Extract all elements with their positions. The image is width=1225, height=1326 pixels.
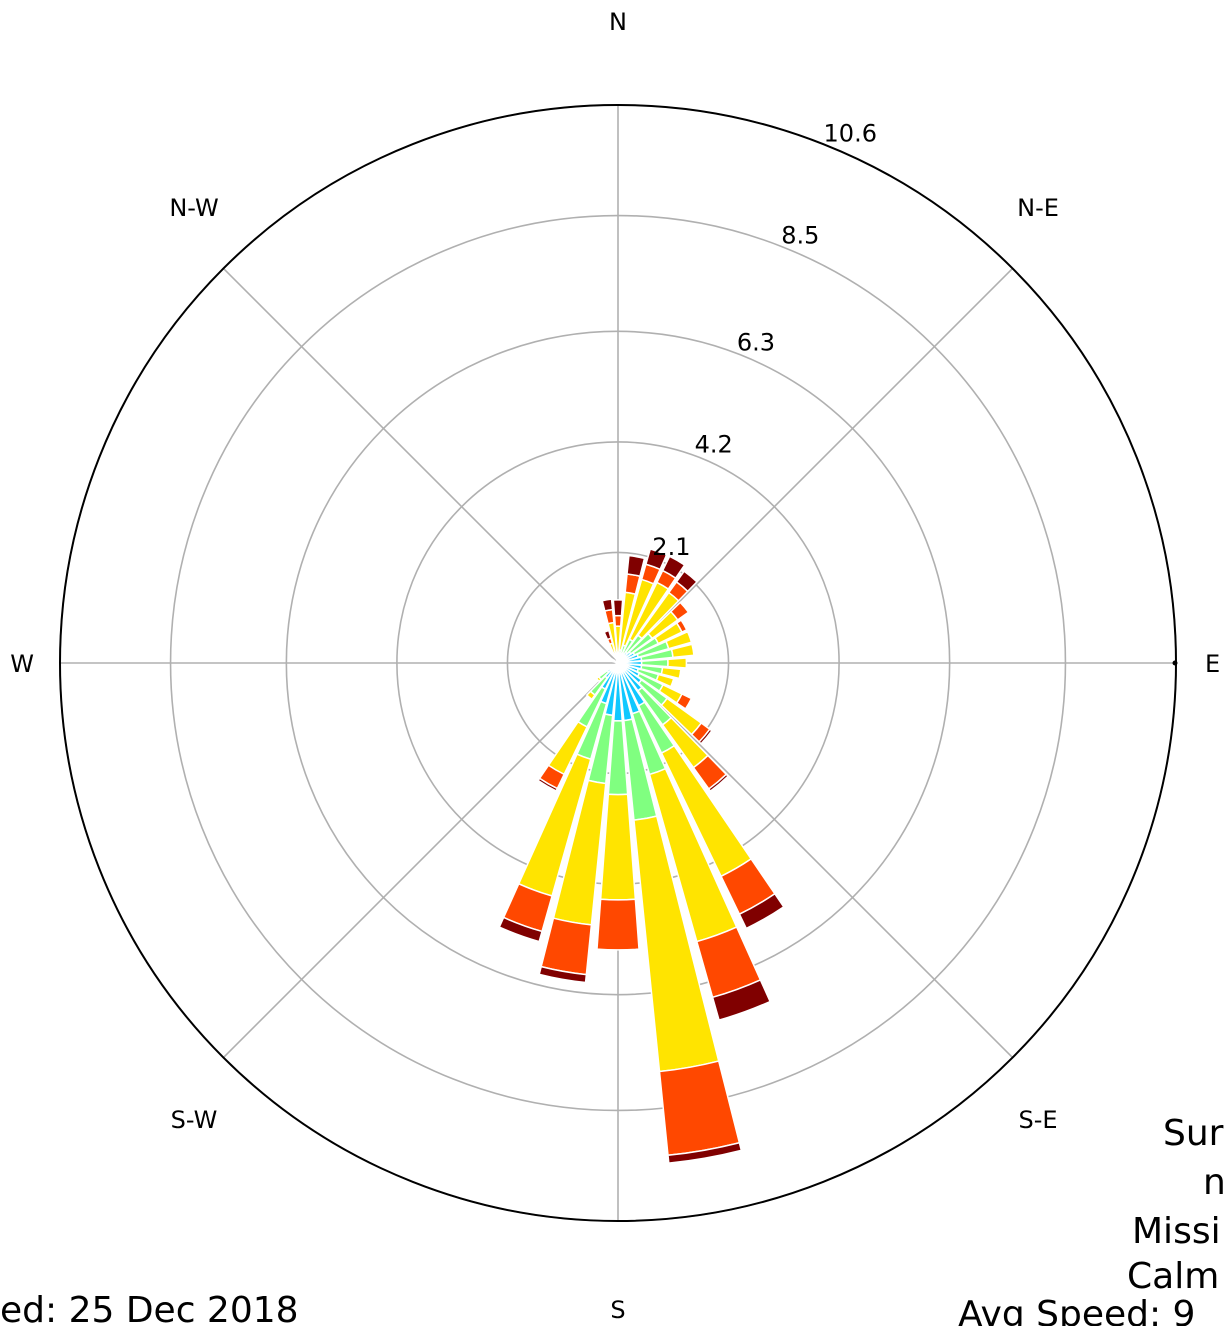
- grid-spoke-7: [222, 267, 619, 664]
- bar-190-bin-5: [538, 965, 588, 984]
- bar-350-bin-5: [601, 598, 614, 612]
- bar-170-bin-4: [658, 1060, 741, 1157]
- grid-spoke-3: [617, 662, 1014, 1059]
- direction-label-s-w: S-W: [171, 1106, 218, 1134]
- bar-190-bin-4: [540, 917, 593, 976]
- radial-tick-0: 2.1: [652, 533, 690, 561]
- bar-180-bin-3: [599, 793, 637, 901]
- direction-labels: N N-E E S-E S S-W W N-W: [10, 8, 1220, 1324]
- bar-20-bin-5: [645, 548, 668, 571]
- bar-80-bin-3: [670, 643, 695, 659]
- bar-300-bin-4: [610, 657, 616, 662]
- wind-bars: [498, 548, 785, 1164]
- direction-label-s: S: [610, 1296, 625, 1324]
- bar-0-bin-5: [612, 599, 624, 617]
- radial-tick-3: 8.5: [781, 222, 819, 250]
- date-text: ed: 25 Dec 2018: [0, 1290, 299, 1326]
- direction-label-n: N: [609, 8, 627, 36]
- bar-180-bin-4: [596, 898, 640, 951]
- bar-200-bin-5: [498, 916, 543, 943]
- bar-70-bin-3: [665, 630, 693, 650]
- direction-label-s-e: S-E: [1018, 1106, 1057, 1134]
- radial-tick-4: 10.6: [824, 119, 877, 147]
- bar-140-bin-5: [707, 773, 730, 793]
- bar-90-bin-3: [667, 657, 688, 669]
- summary-block: Sur n Missi Calm Avg Speed: 9: [958, 1113, 1225, 1326]
- summary-line-3: Missi: [1132, 1211, 1221, 1252]
- bar-130-bin-5: [698, 728, 713, 745]
- bar-30-bin-5: [661, 555, 686, 580]
- bar-230-bin-3: [595, 675, 603, 683]
- direction-label-w: W: [10, 650, 34, 678]
- bar-220-bin-3: [585, 690, 596, 701]
- bar-120-bin-4: [675, 692, 693, 710]
- bar-210-bin-5: [537, 777, 559, 792]
- bar-340-bin-5: [603, 629, 612, 641]
- grid-spoke-5: [222, 662, 619, 1059]
- radial-tick-labels: 2.1 4.2 6.3 8.5 10.6: [652, 119, 877, 560]
- direction-label-n-w: N-W: [169, 194, 218, 222]
- bar-40-bin-5: [675, 570, 698, 593]
- bar-160-bin-5: [711, 978, 772, 1022]
- bar-10-bin-5: [626, 554, 646, 578]
- bar-0-bin-4: [613, 614, 623, 628]
- bar-60-bin-4: [675, 619, 688, 634]
- bar-100-bin-3: [660, 666, 682, 680]
- bar-50-bin-4: [669, 601, 690, 621]
- radial-tick-1: 4.2: [695, 431, 733, 459]
- grid-spoke-1: [617, 267, 1014, 664]
- bar-170-bin-5: [667, 1141, 743, 1164]
- summary-line-4: Calm: [1127, 1256, 1219, 1297]
- summary-line-5: Avg Speed: 9: [958, 1294, 1195, 1326]
- direction-label-e: E: [1205, 650, 1220, 678]
- summary-line-2: n: [1203, 1162, 1225, 1203]
- direction-label-n-e: N-E: [1017, 194, 1059, 222]
- outer-frame: [59, 104, 1177, 1222]
- summary-line-1: Sur: [1163, 1113, 1224, 1154]
- bar-110-bin-3: [655, 673, 675, 688]
- bar-350-bin-4: [603, 608, 615, 625]
- radial-tick-2: 6.3: [737, 329, 775, 357]
- bar-240-bin-2: [607, 665, 613, 670]
- bar-150-bin-5: [738, 892, 785, 930]
